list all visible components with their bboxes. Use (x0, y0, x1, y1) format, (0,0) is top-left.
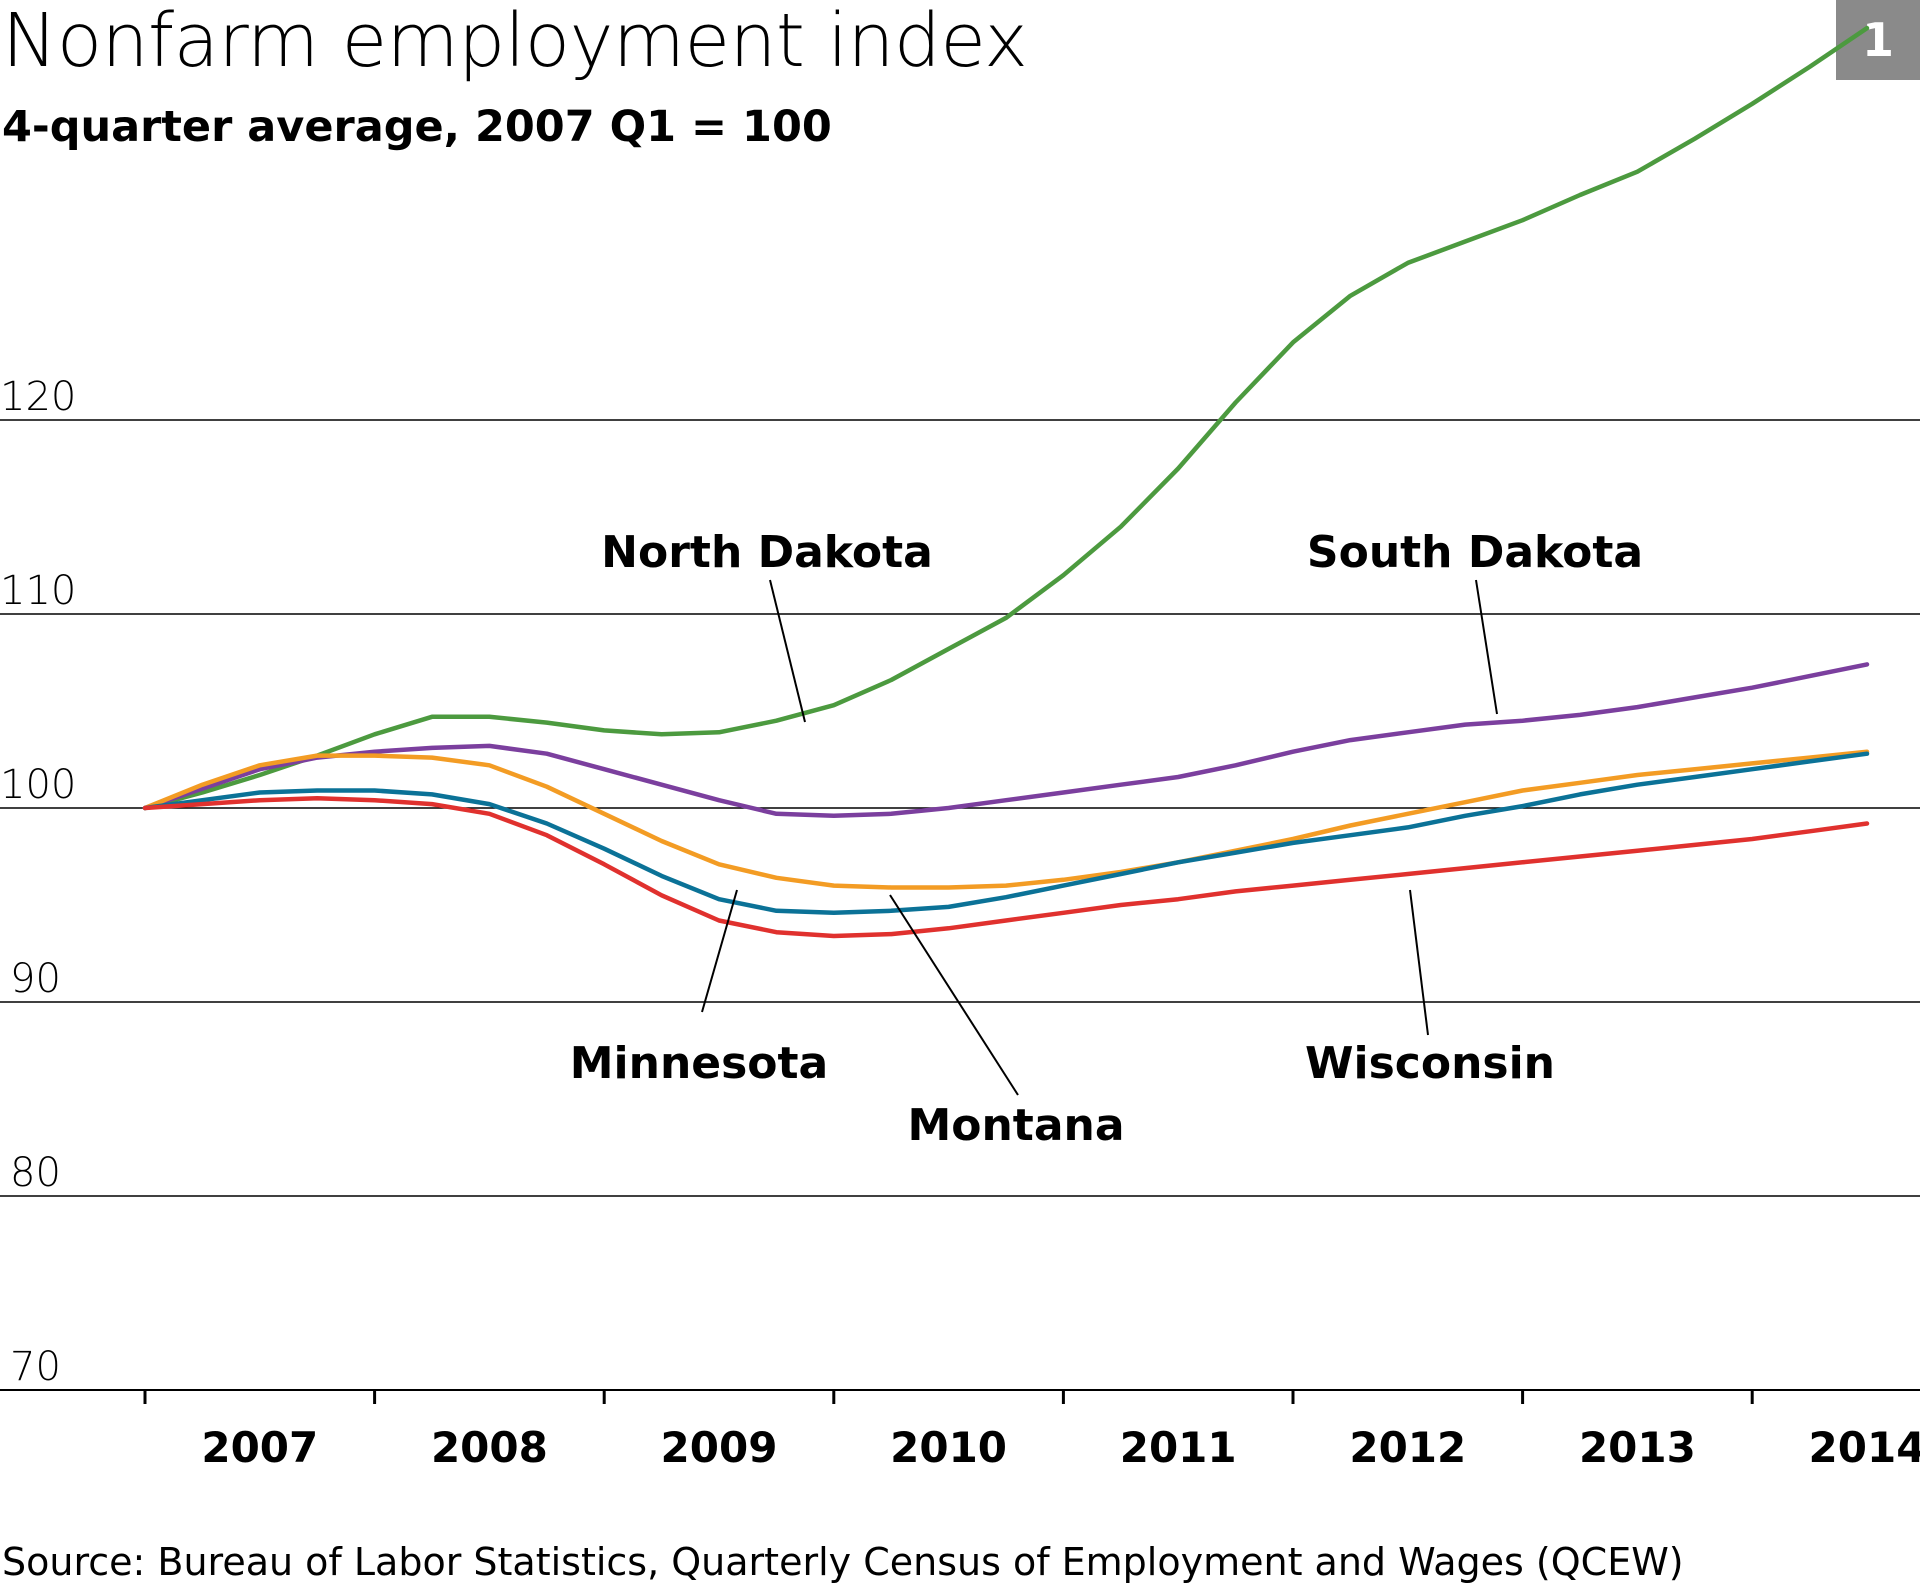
x-tick-label-2007: 2007 (201, 1423, 318, 1472)
series-line-north-dakota (142, 25, 1870, 811)
series-lines (142, 25, 1870, 939)
y-tick-label-110: 110 (0, 568, 76, 614)
x-tick-label-2010: 2010 (890, 1423, 1007, 1472)
series-label-montana: Montana (907, 1100, 1124, 1151)
series-line-wisconsin (142, 796, 1870, 939)
leader-line-montana (889, 894, 1019, 1096)
leader-line-north-dakota (769, 579, 806, 723)
x-axis: 2007 2008 2009 2010 2011 2012 2013 2014 (143, 1390, 1920, 1472)
x-tick-label-2009: 2009 (661, 1423, 778, 1472)
chart-subtitle: 4-quarter average, 2007 Q1 = 100 (2, 102, 832, 152)
leader-line-wisconsin (1409, 889, 1429, 1036)
series-line-minnesota (142, 751, 1870, 916)
y-tick-label-80: 80 (10, 1150, 61, 1196)
gridlines (0, 419, 1920, 1391)
series-label-south-dakota: South Dakota (1307, 527, 1643, 578)
x-tick-label-2008: 2008 (431, 1423, 548, 1472)
chart-title: Nonfarm employment index (2, 0, 1028, 84)
y-tick-label-70: 70 (10, 1344, 61, 1390)
series-line-montana (142, 749, 1870, 890)
y-tick-label-120: 120 (0, 374, 76, 420)
leader-line-south-dakota (1475, 579, 1498, 715)
series-line-south-dakota (142, 662, 1870, 819)
series-label-wisconsin: Wisconsin (1305, 1038, 1555, 1089)
x-tick-label-2012: 2012 (1349, 1423, 1466, 1472)
line-chart: 70 80 90 100 110 120 2007 2008 2009 2010 2011 2012… (0, 25, 1920, 1472)
series-annotations: North Dakota South Dakota Minnesota Montana… (570, 527, 1643, 1151)
x-tick-label-2013: 2013 (1579, 1423, 1696, 1472)
y-tick-label-90: 90 (10, 956, 61, 1002)
series-label-minnesota: Minnesota (570, 1038, 829, 1089)
x-tick-label-2014: 2014 (1809, 1423, 1920, 1472)
leader-line-minnesota (701, 889, 738, 1013)
source-note: Source: Bureau of Labor Statistics, Quar… (2, 1540, 1684, 1584)
series-label-north-dakota: North Dakota (601, 527, 933, 578)
x-tick-label-2011: 2011 (1120, 1423, 1237, 1472)
y-tick-label-100: 100 (0, 762, 76, 808)
y-axis-tick-labels: 70 80 90 100 110 120 (0, 374, 76, 1390)
